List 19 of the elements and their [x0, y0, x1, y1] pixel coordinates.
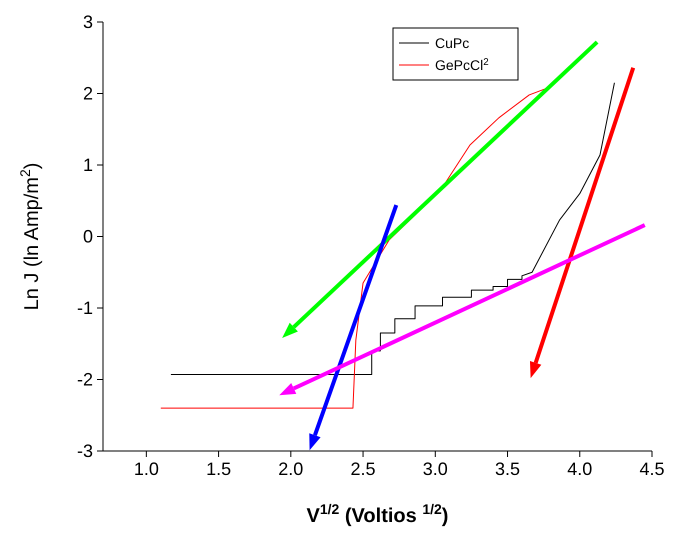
legend-label: CuPc [435, 35, 470, 51]
x-tick-label: 2.0 [278, 459, 304, 479]
x-tick-label: 4.0 [567, 459, 592, 479]
line-series [170, 82, 615, 375]
y-tick-label: -3 [76, 441, 93, 461]
y-tick-label: 1 [82, 155, 93, 175]
y-tick-label: 3 [82, 12, 93, 32]
y-tick-label: 2 [82, 84, 93, 104]
x-tick-label: 1.5 [206, 459, 232, 479]
x-tick-label: 2.5 [350, 459, 376, 479]
y-tick-label: -1 [76, 298, 93, 318]
x-axis-title: V$^{1/2}$ (Voltios $^{1/2}$) [306, 501, 448, 527]
x-tick-label: 1.0 [134, 459, 159, 479]
legend-label: GePcCl$^{2}$ [435, 56, 489, 73]
x-tick-label: 3.5 [495, 459, 520, 479]
x-tick-label: 3.0 [422, 459, 448, 479]
y-tick-label: -2 [76, 370, 93, 390]
y-tick-label: 0 [82, 226, 93, 246]
x-tick-label: 4.5 [639, 459, 665, 479]
